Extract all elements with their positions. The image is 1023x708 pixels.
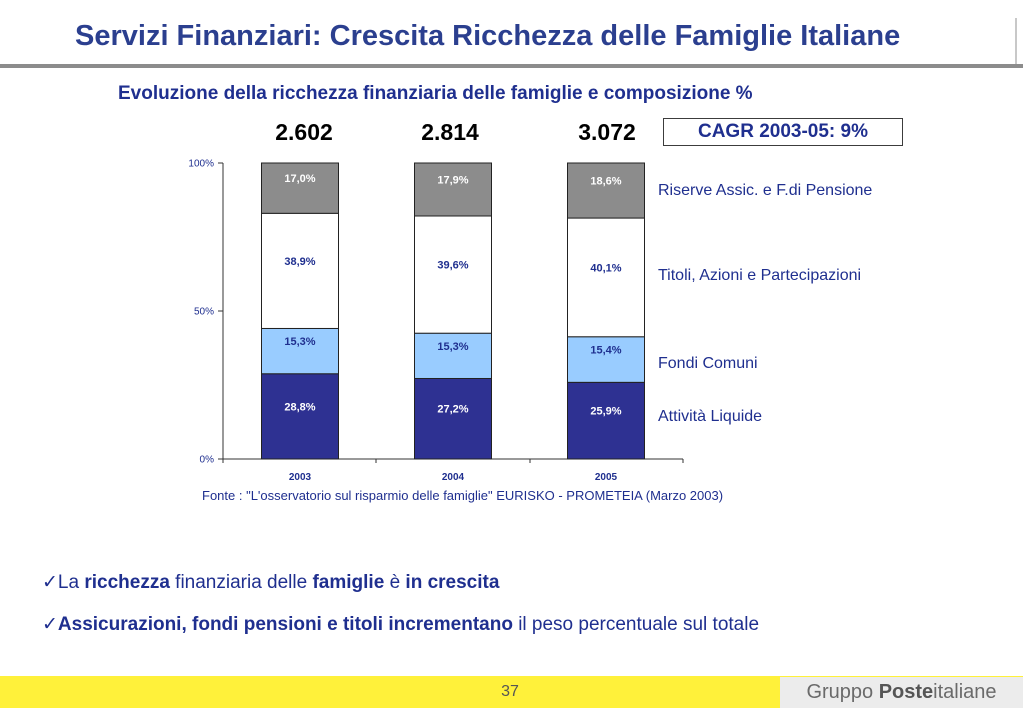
data-label: 15,3% <box>284 336 315 348</box>
bar-segment <box>414 332 492 379</box>
data-label: 15,3% <box>437 341 468 353</box>
bar-segment <box>567 381 645 460</box>
bar-segment <box>261 212 339 329</box>
bullet-2: ✓Assicurazioni, fondi pensioni e titoli … <box>42 614 760 635</box>
x-tick-label: 2003 <box>289 472 312 483</box>
check-icon: ✓ <box>42 614 58 635</box>
bar-segment <box>414 377 492 460</box>
total-2004: 2.814 <box>421 119 479 145</box>
source-note: Fonte : "L'osservatorio sul risparmio de… <box>202 488 724 503</box>
page-title: Servizi Finanziari: Crescita Ricchezza d… <box>75 20 901 52</box>
legend-liquide: Attività Liquide <box>658 408 763 425</box>
data-label: 27,2% <box>437 404 468 416</box>
data-label: 25,9% <box>590 406 621 418</box>
legend-titoli: Titoli, Azioni e Partecipazioni <box>658 267 862 284</box>
total-2005: 3.072 <box>578 119 636 145</box>
company-logo: Gruppo Posteitaliane <box>780 677 1023 708</box>
bar-segment <box>261 327 339 375</box>
bar-segment <box>414 162 492 217</box>
data-label: 38,9% <box>284 256 315 268</box>
y-tick-label: 50% <box>194 307 214 318</box>
x-tick-label: 2004 <box>442 472 465 483</box>
page-number: 37 <box>501 683 519 700</box>
data-label: 18,6% <box>590 176 621 188</box>
x-tick-label: 2005 <box>595 472 618 483</box>
data-label: 39,6% <box>437 260 468 272</box>
legend-riserve: Riserve Assic. e F.di Pensione <box>658 182 873 199</box>
bullet-1: ✓La ricchezza finanziaria delle famiglie… <box>42 572 500 593</box>
title-divider <box>0 64 1023 68</box>
bar-segment <box>261 373 339 460</box>
bar-segment <box>414 215 492 334</box>
cagr-box: CAGR 2003-05: 9% <box>663 118 903 146</box>
data-label: 17,0% <box>284 173 315 185</box>
legend-fondi: Fondi Comuni <box>658 355 758 372</box>
corner-decoration <box>1015 18 1023 64</box>
data-label: 28,8% <box>284 401 315 413</box>
bar-segment <box>567 217 645 338</box>
bar-segment <box>567 162 645 219</box>
total-2003: 2.602 <box>275 119 333 145</box>
data-label: 40,1% <box>590 262 621 274</box>
bar-segment <box>261 162 339 214</box>
check-icon: ✓ <box>42 572 58 593</box>
data-label: 17,9% <box>437 174 468 186</box>
y-tick-label: 0% <box>200 455 215 466</box>
y-tick-label: 100% <box>188 159 214 170</box>
data-label: 15,4% <box>590 345 621 357</box>
chart-subtitle: Evoluzione della ricchezza finanziaria d… <box>118 83 753 104</box>
